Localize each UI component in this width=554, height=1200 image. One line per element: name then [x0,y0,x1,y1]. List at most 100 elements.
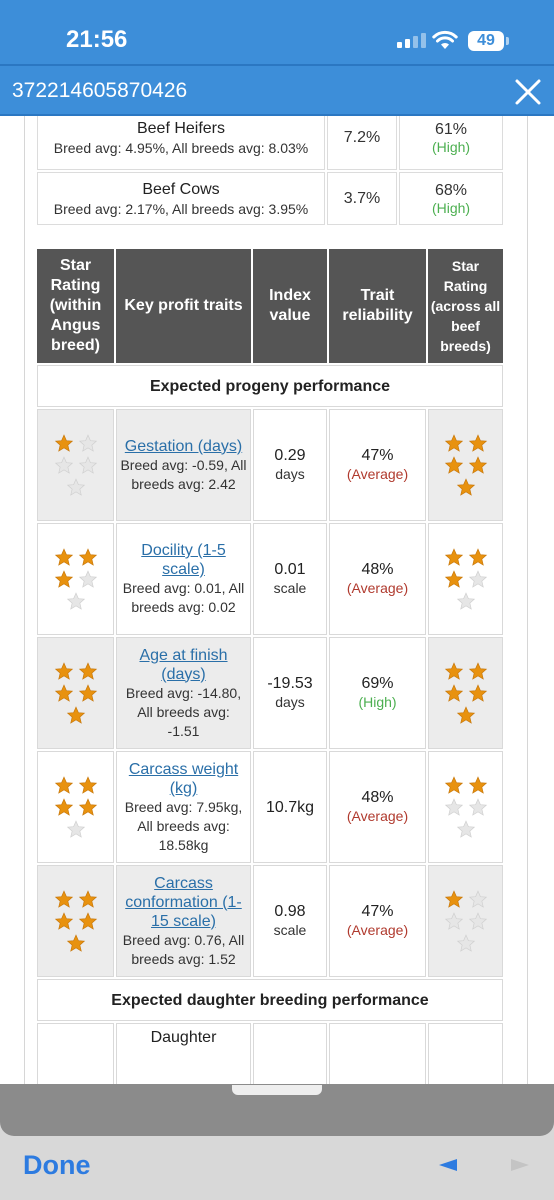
star-empty-icon [78,570,97,588]
breeding-summary-table: Beef Heifers Breed avg: 4.95%, All breed… [35,116,505,227]
trait-row: Carcass conformation (1-15 scale) Breed a… [37,865,503,977]
star-filled-icon [54,890,73,908]
index-value: 0.98 [274,903,306,920]
reliability-label: (High) [358,694,397,710]
reliability-cell: 47% (Average) [329,865,426,977]
trait-link[interactable]: Gestation (days) [124,437,243,455]
star-filled-icon [468,456,487,474]
close-icon[interactable] [512,76,544,108]
trait-average: Breed avg: -14.80, All breeds avg: -1.51 [125,684,242,739]
header-star-rating-within: Star Rating (within Angus breed) [37,249,114,363]
web-content[interactable]: Beef Heifers Breed avg: 4.95%, All breed… [0,116,554,1084]
star-empty-icon [66,478,85,496]
star-rating [52,661,100,725]
star-rating [52,775,100,839]
table-cell [428,1023,503,1084]
star-rating [52,433,100,497]
star-rating-across-cell [428,409,503,521]
star-rating [442,889,490,953]
trait-row: Daughter [37,1023,503,1084]
star-rating-across-cell [428,523,503,635]
reliability-value: 48% [361,561,394,578]
trait-link[interactable]: Age at finish (days) [139,646,228,683]
star-filled-icon [78,890,97,908]
table-cell [329,1023,426,1084]
category-name: Beef Cows [142,180,220,198]
index-unit: days [275,466,305,482]
star-filled-icon [444,456,463,474]
trait-name: Daughter [150,1029,217,1046]
wifi-icon [432,30,458,49]
index-value-cell: 0.98 scale [253,865,327,977]
done-button[interactable]: Done [23,1150,91,1180]
trait-link[interactable]: Carcass conformation (1-15 scale) [125,874,242,930]
index-unit: scale [273,922,307,938]
star-filled-icon [78,662,97,680]
star-empty-icon [456,592,475,610]
star-empty-icon [468,890,487,908]
reliability-cell: 48% (Average) [329,523,426,635]
nav-title: 372214605870426 [12,79,188,102]
reliability-label: (Average) [346,808,409,824]
star-rating-within-cell [37,409,114,521]
reliability-value: 69% [361,675,394,692]
header-key-profit-traits: Key profit traits [116,249,251,363]
star-filled-icon [54,776,73,794]
reliability-value: 48% [361,789,394,806]
star-empty-icon [444,798,463,816]
star-filled-icon [54,662,73,680]
star-filled-icon [468,434,487,452]
trait-row: Age at finish (days) Breed avg: -14.80, A… [37,637,503,749]
table-cell: Beef Cows Breed avg: 2.17%, All breeds a… [37,172,325,225]
table-row: Beef Heifers Breed avg: 4.95%, All breed… [37,116,503,170]
star-rating-across-cell [428,865,503,977]
index-value-cell: -19.53 days [253,637,327,749]
reliability-label: (High) [431,139,471,155]
trait-cell: Carcass weight (kg) Breed avg: 7.95kg, Al… [116,751,251,863]
star-rating-across-cell [428,751,503,863]
cellular-signal-icon [397,33,426,48]
star-filled-icon [444,776,463,794]
trait-row: Carcass weight (kg) Breed avg: 7.95kg, Al… [37,751,503,863]
star-filled-icon [78,798,97,816]
trait-cell: Docility (1-5 scale) Breed avg: 0.01, All… [116,523,251,635]
star-filled-icon [78,548,97,566]
star-filled-icon [444,434,463,452]
star-empty-icon [78,434,97,452]
category-average: Breed avg: 2.17%, All breeds avg: 3.95% [53,200,309,217]
trait-link[interactable]: Carcass weight (kg) [128,760,239,797]
index-value-cell: 0.29 days [253,409,327,521]
star-rating [52,547,100,611]
reliability-label: (Average) [346,580,409,596]
star-empty-icon [78,456,97,474]
forward-arrow-icon[interactable] [510,1158,530,1172]
star-filled-icon [78,912,97,930]
section-row: Expected progeny performance [37,365,503,407]
back-arrow-icon[interactable] [438,1158,458,1172]
header-trait-reliability: Trait reliability [329,249,426,363]
table-cell: 68% (High) [399,172,503,225]
star-filled-icon [54,434,73,452]
star-filled-icon [54,798,73,816]
reliability-label: (Average) [346,466,409,482]
trait-cell: Gestation (days) Breed avg: -0.59, All br… [116,409,251,521]
star-filled-icon [78,776,97,794]
nav-bar: 372214605870426 [0,64,554,116]
star-empty-icon [468,798,487,816]
star-empty-icon [468,912,487,930]
trait-link[interactable]: Docility (1-5 scale) [141,542,226,578]
star-rating [442,775,490,839]
index-value-cell: 10.7kg [253,751,327,863]
status-bar: 21:56 49 [0,0,554,64]
star-filled-icon [54,570,73,588]
status-time: 21:56 [66,26,128,53]
trait-row: Gestation (days) Breed avg: -0.59, All br… [37,409,503,521]
star-filled-icon [54,548,73,566]
section-progeny-title: Expected progeny performance [37,365,503,407]
star-filled-icon [66,706,85,724]
table-cell [253,1023,327,1084]
category-value: 3.7% [327,172,397,225]
category-reliability: 68% [434,181,468,199]
content-frame [24,116,528,1084]
drag-handle[interactable] [232,1085,322,1095]
